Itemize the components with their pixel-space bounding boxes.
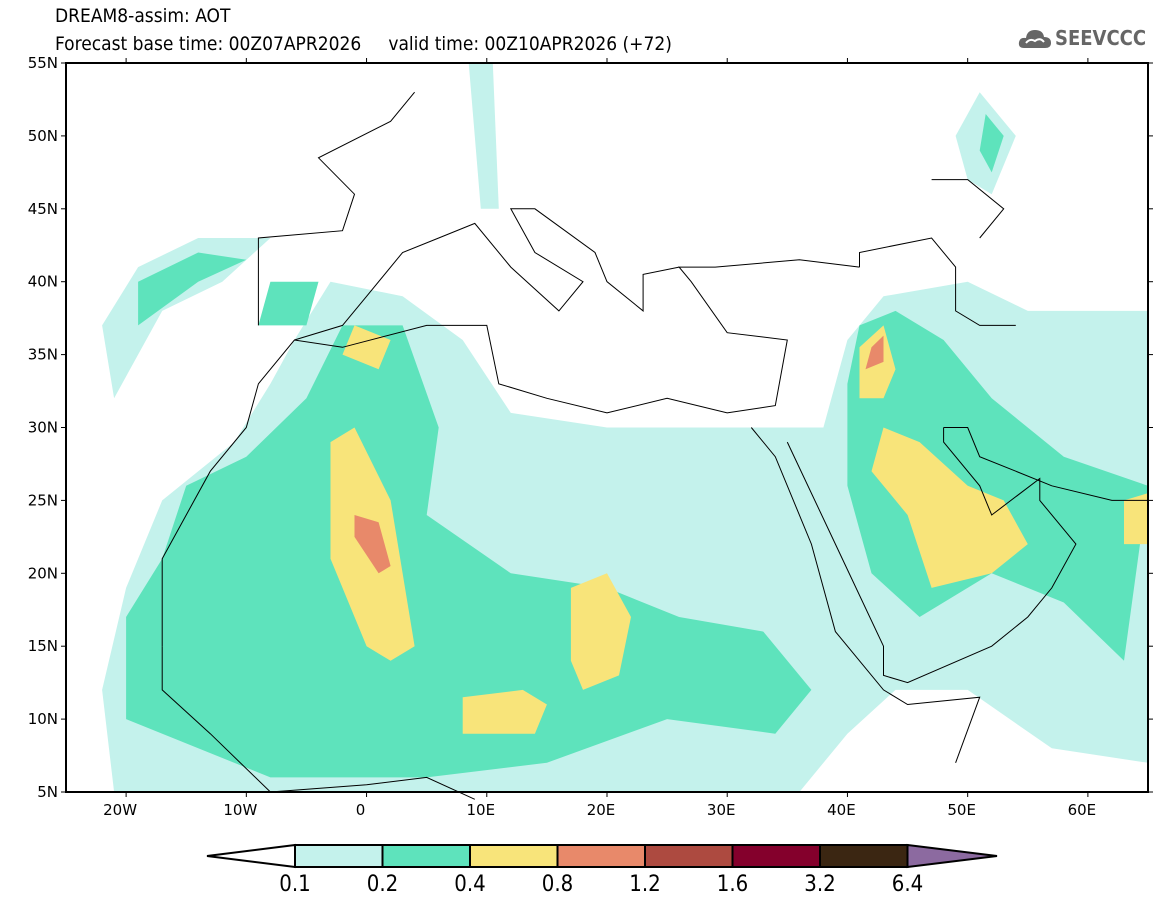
- coastline: [943, 427, 1148, 501]
- coastline: [161, 646, 271, 793]
- lon-label: 10W: [223, 801, 257, 819]
- colorbar-label: 6.4: [891, 872, 924, 897]
- lat-label: 55N: [28, 54, 58, 72]
- aot-contour-0.4: [871, 427, 1028, 588]
- aot-contour-0.2: [847, 310, 1148, 661]
- lon-label: 20E: [587, 801, 616, 819]
- coastline: [786, 427, 1077, 684]
- lon-label: 0: [356, 801, 366, 819]
- aot-contour-0.2: [138, 252, 247, 326]
- colorbar-swatch: [556, 844, 646, 868]
- coastline: [270, 776, 476, 800]
- coastline: [750, 427, 981, 763]
- aot-contour-0.8: [865, 335, 884, 370]
- logo-text: SEEVCCC: [1055, 26, 1147, 50]
- colorbar-label: 1.6: [716, 872, 749, 897]
- coastline: [931, 179, 1005, 239]
- aot-contour-0.2: [126, 325, 812, 778]
- aot-contour-0.1: [468, 63, 499, 209]
- aot-contour-0.4: [462, 689, 547, 734]
- lat-label: 20N: [28, 564, 58, 582]
- lon-label: 50E: [947, 801, 976, 819]
- colorbar-label: 0.4: [454, 872, 486, 897]
- lon-label: 40E: [827, 801, 856, 819]
- aot-contour-0.4: [342, 325, 391, 370]
- lat-label: 15N: [28, 637, 58, 655]
- colorbar-swatch: [819, 844, 909, 868]
- forecast-base-time: Forecast base time: 00Z07APR2026: [55, 33, 362, 55]
- lon-label: 10E: [466, 801, 495, 819]
- lat-label: 40N: [28, 273, 58, 291]
- coastline: [859, 237, 1016, 326]
- lat-label: 35N: [28, 346, 58, 364]
- lat-label: 50N: [28, 127, 58, 145]
- colorbar-swatch: [381, 844, 471, 868]
- colorbar-swatch: [294, 844, 384, 868]
- colorbar-low-arrow: [206, 843, 296, 869]
- colorbar-label: 0.1: [279, 872, 311, 897]
- aot-contour-0.2: [979, 114, 1004, 173]
- lat-label: 10N: [28, 710, 58, 728]
- aot-contour-0.8: [354, 515, 391, 574]
- lon-label: 60E: [1068, 801, 1097, 819]
- lat-label: 5N: [37, 783, 58, 801]
- coastline: [161, 259, 860, 647]
- aot-contour-0.4: [1124, 493, 1148, 545]
- aot-contour-0.1: [102, 238, 271, 399]
- lat-label: 45N: [28, 200, 58, 218]
- time-info: Forecast base time: 00Z07APR2026 valid t…: [55, 33, 672, 55]
- colorbar-swatch: [644, 844, 734, 868]
- seevccc-logo: SEEVCCC: [1018, 26, 1146, 50]
- aot-contour-0.2: [258, 281, 319, 326]
- lon-label: 20W: [103, 801, 137, 819]
- colorbar-label: 0.2: [366, 872, 399, 897]
- lon-label: 30E: [707, 801, 736, 819]
- colorbar-high-arrow: [906, 843, 998, 869]
- colorbar-label: 3.2: [804, 872, 836, 897]
- colorbar-swatch: [731, 844, 821, 868]
- coastline: [257, 91, 415, 326]
- colorbar-label: 1.2: [629, 872, 661, 897]
- cloud-icon: [1018, 30, 1051, 48]
- lat-label: 25N: [28, 491, 58, 509]
- lat-label: 30N: [28, 419, 58, 437]
- coastline: [294, 208, 680, 341]
- valid-time: valid time: 00Z10APR2026 (+72): [388, 33, 672, 55]
- colorbar-label: 0.8: [541, 872, 574, 897]
- colorbar-swatch: [469, 844, 559, 868]
- aot-contour-0.4: [570, 573, 631, 690]
- map-title: DREAM8-assim: AOT: [55, 5, 231, 27]
